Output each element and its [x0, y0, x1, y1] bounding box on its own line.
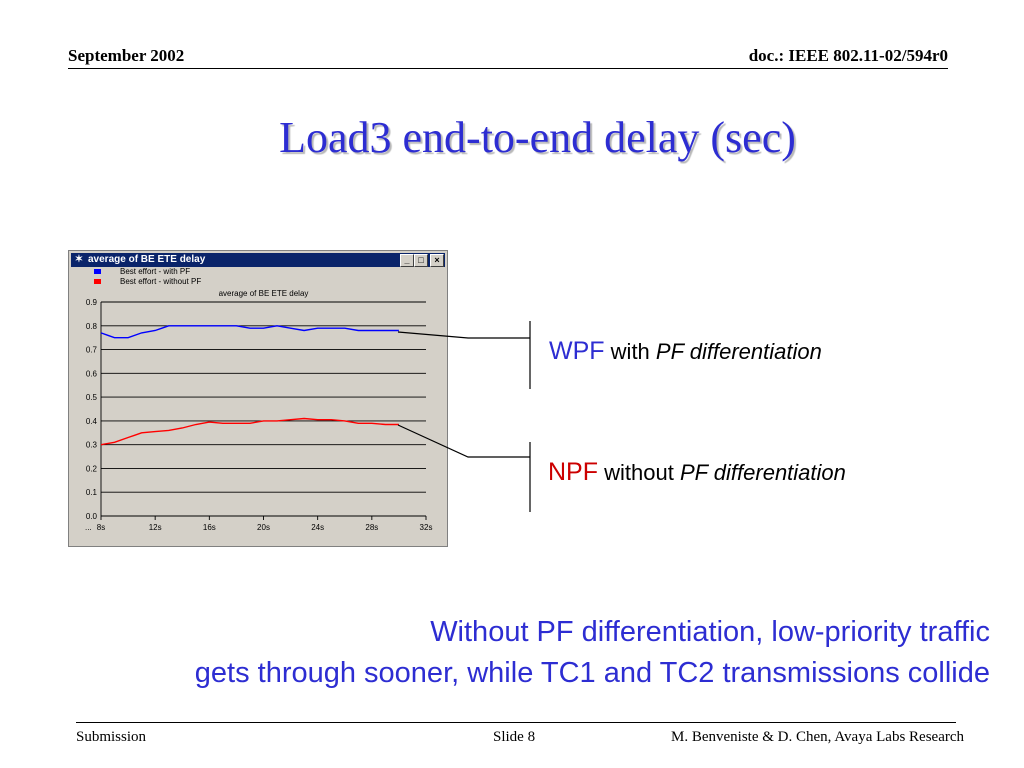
message-line-1: Without PF differentiation, low-priority…: [430, 616, 990, 648]
series-line-without-pf: [100, 417, 399, 446]
chart-window: ✶ average of BE ETE delay _ □ × 0.0 0.1 0.…: [68, 250, 448, 547]
legend-swatch: [94, 279, 101, 284]
npf-phrase: PF differentiation: [679, 460, 846, 485]
series-line-with-pf: [100, 325, 399, 339]
maximize-button[interactable]: □: [414, 254, 428, 267]
y-tick-label: 0.3: [86, 441, 98, 450]
slide-header-date: September 2002: [68, 46, 185, 65]
y-tick-label: 0.8: [86, 322, 98, 331]
window-titlebar[interactable]: ✶ average of BE ETE delay _ □ ×: [71, 253, 445, 267]
npf-word: without: [604, 460, 674, 485]
legend-label: Best effort - with PF: [120, 267, 190, 276]
y-tick-label: 0.4: [86, 417, 98, 426]
chart-title: average of BE ETE delay: [219, 289, 309, 298]
y-tick-label: 0.1: [86, 488, 98, 497]
wpf-word: with: [610, 339, 650, 364]
header-rule: [68, 68, 948, 69]
minimize-button[interactable]: _: [400, 254, 414, 267]
wpf-phrase: PF differentiation: [655, 339, 822, 364]
y-tick-label: 0.6: [86, 369, 98, 378]
x-tick-label: 20s: [257, 523, 270, 532]
y-tick-label: 0.5: [86, 393, 98, 402]
message-line-2: gets through sooner, while TC1 and TC2 t…: [194, 657, 990, 689]
y-tick-label: 0.7: [86, 346, 98, 355]
x-axis-prefix: ...: [85, 523, 92, 532]
window-title: average of BE ETE delay: [88, 254, 206, 265]
close-button[interactable]: ×: [430, 254, 444, 267]
npf-annotation: NPF without PF differentiation: [548, 458, 846, 487]
npf-connector-line: [397, 424, 530, 458]
x-tick-label: 16s: [203, 523, 216, 532]
wpf-annotation: WPF with PF differentiation: [549, 337, 822, 366]
wpf-connector-line: [397, 331, 530, 339]
y-tick-label: 0.0: [86, 512, 98, 521]
slide-header-doc-id: doc.: IEEE 802.11-02/594r0: [748, 46, 948, 65]
x-tick-label: 32s: [420, 523, 433, 532]
x-tick-label: 28s: [365, 523, 378, 532]
npf-abbr: NPF: [548, 458, 598, 486]
footer-authors: M. Benveniste & D. Chen, Avaya Labs Rese…: [671, 729, 964, 745]
delay-line-chart: 0.0 0.1 0.2 0.3 0.4 0.5 0.6 0.7 0.8 0.9 8s 12s 16s 20…: [85, 267, 433, 532]
plot-area: [101, 302, 426, 516]
footer-rule: [76, 722, 956, 723]
footer-slide-number: Slide 8: [493, 729, 536, 745]
slide-title: Load3 end-to-end delay (sec): [279, 113, 796, 162]
footer-submission: Submission: [76, 729, 147, 745]
legend-swatch: [94, 269, 101, 274]
y-tick-label: 0.9: [86, 298, 98, 307]
wpf-abbr: WPF: [549, 337, 605, 365]
y-tick-label: 0.2: [86, 464, 98, 473]
x-tick-label: 12s: [149, 523, 162, 532]
x-tick-label: 8s: [97, 523, 105, 532]
legend-label: Best effort - without PF: [120, 277, 201, 286]
star-icon: ✶: [74, 254, 84, 265]
x-tick-label: 24s: [311, 523, 324, 532]
